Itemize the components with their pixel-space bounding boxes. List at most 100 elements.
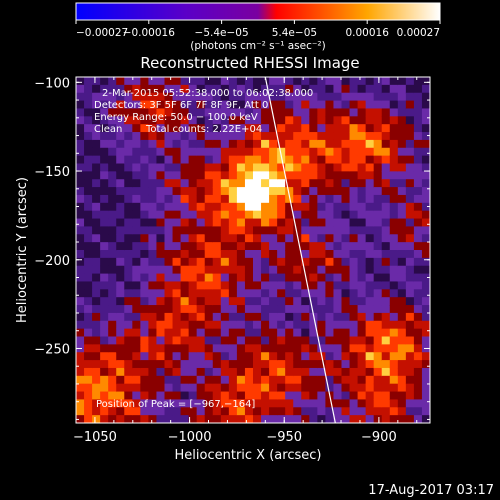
heatmap-cell: [148, 328, 158, 338]
heatmap-cell: [124, 289, 133, 298]
heatmap-cell: [397, 132, 407, 141]
heatmap-cell: [132, 289, 141, 298]
heatmap-cell: [261, 273, 270, 283]
heatmap-cell: [180, 265, 190, 275]
heatmap-cell: [92, 383, 101, 393]
heatmap-cell: [253, 139, 262, 149]
heatmap-cell: [261, 202, 270, 212]
heatmap-cell: [124, 124, 133, 133]
heatmap-cell: [293, 375, 302, 385]
heatmap-cell: [236, 116, 246, 125]
heatmap-cell: [357, 328, 367, 338]
heatmap-cell: [132, 407, 141, 416]
heatmap-cell: [373, 407, 383, 416]
heatmap-cell: [261, 281, 270, 290]
heatmap-cell: [180, 297, 190, 306]
heatmap-cell: [164, 281, 174, 290]
heatmap-cell: [325, 383, 335, 393]
heatmap-cell: [236, 297, 246, 306]
heatmap-cell: [365, 147, 375, 157]
heatmap-cell: [277, 367, 286, 377]
heatmap-cell: [421, 100, 430, 110]
heatmap-cell: [188, 320, 198, 330]
heatmap-cell: [100, 297, 109, 306]
heatmap-cell: [325, 210, 335, 220]
heatmap-cell: [365, 132, 375, 141]
heatmap-cell: [405, 194, 415, 204]
heatmap-cell: [228, 281, 238, 290]
heatmap-cell: [100, 187, 109, 196]
heatmap-cell: [244, 250, 254, 259]
heatmap-cell: [309, 163, 318, 172]
heatmap-cell: [261, 226, 270, 235]
heatmap-cell: [116, 187, 125, 196]
heatmap-cell: [100, 320, 109, 330]
heatmap-cell: [413, 399, 423, 408]
heatmap-cell: [421, 257, 430, 267]
heatmap-cell: [253, 92, 262, 102]
heatmap-cell: [140, 124, 150, 133]
heatmap-cell: [293, 171, 302, 180]
heatmap-cell: [301, 289, 310, 298]
heatmap-cell: [405, 305, 415, 314]
heatmap-cell: [84, 100, 93, 110]
heatmap-cell: [261, 234, 270, 243]
heatmap-cell: [84, 320, 93, 330]
heatmap-cell: [132, 132, 141, 141]
heatmap-cell: [180, 407, 190, 416]
heatmap-cell: [204, 375, 214, 385]
heatmap-cell: [188, 415, 198, 423]
heatmap-cell: [100, 273, 109, 283]
footer-timestamp: 17-Aug-2017 03:17: [368, 483, 494, 498]
heatmap-cell: [164, 139, 174, 149]
heatmap-cell: [220, 147, 230, 157]
heatmap-cell: [172, 132, 182, 141]
heatmap-cell: [365, 163, 375, 172]
heatmap-cell: [140, 163, 150, 172]
heatmap-cell: [413, 116, 423, 125]
heatmap-cell: [140, 194, 150, 204]
heatmap-cell: [188, 281, 198, 290]
heatmap-cell: [317, 336, 327, 345]
heatmap-cell: [365, 375, 375, 385]
heatmap-cell: [253, 163, 262, 172]
heatmap-cell: [293, 320, 302, 330]
heatmap-cell: [196, 92, 206, 102]
heatmap-cell: [413, 336, 423, 345]
heatmap-cell: [389, 328, 399, 338]
heatmap-cell: [381, 367, 391, 377]
heatmap-cell: [220, 297, 230, 306]
heatmap-cell: [397, 100, 407, 110]
y-tick-label: −150: [34, 165, 70, 180]
heatmap-cell: [317, 234, 327, 243]
heatmap-cell: [76, 257, 85, 267]
heatmap-cell: [228, 210, 238, 220]
heatmap-cell: [124, 352, 133, 361]
heatmap-cell: [132, 108, 141, 117]
heatmap-cell: [196, 312, 206, 322]
heatmap-cell: [244, 344, 254, 353]
annotation-total-counts: Total counts: 2.22E+04: [145, 124, 262, 135]
heatmap-cell: [333, 100, 343, 110]
heatmap-cell: [228, 415, 238, 423]
heatmap-cell: [188, 179, 198, 188]
heatmap-cell: [317, 375, 327, 385]
heatmap-cell: [293, 132, 302, 141]
heatmap-cell: [236, 163, 246, 172]
heatmap-cell: [349, 218, 359, 228]
heatmap-cell: [188, 77, 198, 86]
heatmap-cell: [156, 171, 166, 180]
heatmap-cell: [381, 328, 391, 338]
heatmap-cell: [293, 124, 302, 133]
heatmap-cell: [220, 202, 230, 212]
heatmap-cell: [132, 360, 141, 369]
heatmap-cell: [212, 124, 222, 133]
heatmap-cell: [204, 226, 214, 235]
heatmap-cell: [373, 108, 383, 117]
heatmap-cell: [220, 194, 230, 204]
heatmap-cell: [156, 273, 166, 283]
heatmap-cell: [228, 250, 238, 259]
heatmap-cell: [220, 210, 230, 220]
heatmap-cell: [317, 289, 327, 298]
heatmap-cell: [373, 297, 383, 306]
